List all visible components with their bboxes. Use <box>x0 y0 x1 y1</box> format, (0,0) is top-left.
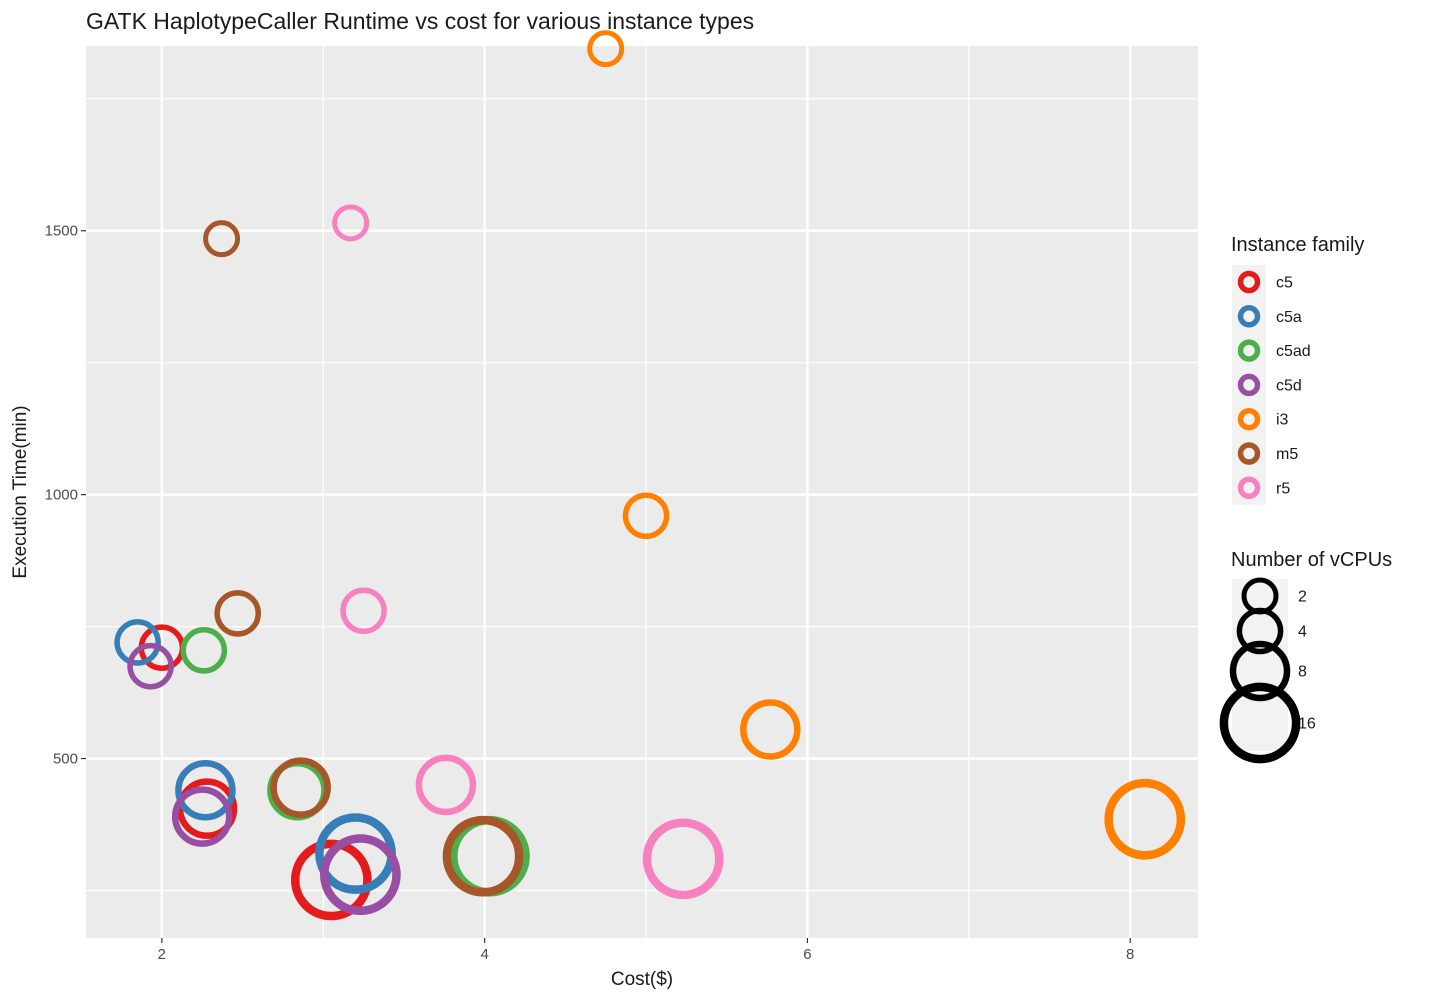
size-legend-bg <box>1232 579 1288 751</box>
legend-key-bg <box>1232 333 1266 368</box>
y-axis-title: Execution Time(min) <box>10 405 31 578</box>
legend-key-i3 <box>1237 407 1261 431</box>
legend-key-bg <box>1232 436 1266 471</box>
legend-key-r5 <box>1237 476 1261 500</box>
data-point-r5 <box>415 754 477 816</box>
plot-panel <box>86 46 1198 938</box>
data-point-c5ad <box>180 627 228 674</box>
data-point-m5 <box>214 590 262 637</box>
size-label-16: 16 <box>1298 716 1316 733</box>
legend-key-bg <box>1232 299 1266 334</box>
data-point-i3 <box>740 699 801 760</box>
data-point-r5 <box>642 818 724 900</box>
legend-key-c5ad <box>1237 339 1261 362</box>
size-legend: Number of vCPUs 2 4 8 16 <box>1219 549 1392 764</box>
color-legend: Instance family c5 c5a c5ad c5d i3 m5 r5 <box>1231 234 1364 505</box>
x-tick-label: 8 <box>1126 946 1134 963</box>
minor-gridlines <box>86 46 1198 938</box>
data-point-c5a <box>175 759 236 821</box>
data-point-c5a <box>114 619 161 666</box>
data-point-c5d <box>320 834 401 916</box>
y-tick-label: 500 <box>53 751 78 768</box>
y-tick-label: 1000 <box>45 487 78 504</box>
x-axis-title: Cost($) <box>611 969 673 990</box>
data-point-r5 <box>340 587 387 635</box>
legend-label-c5a: c5a <box>1276 309 1302 326</box>
y-axis-ticks: 500 1000 1500 <box>45 223 86 768</box>
data-point-m5 <box>203 220 241 258</box>
data-point-i3 <box>587 30 625 68</box>
data-point-m5 <box>442 815 524 897</box>
size-label-4: 4 <box>1298 624 1307 641</box>
size-label-2: 2 <box>1298 589 1307 606</box>
legend-label-r5: r5 <box>1276 480 1290 497</box>
legend-label-c5ad: c5ad <box>1276 343 1311 360</box>
legend-label-c5: c5 <box>1276 275 1293 292</box>
x-axis-ticks: 2 4 6 8 <box>158 938 1134 963</box>
data-point-m5 <box>270 757 331 818</box>
size-label-8: 8 <box>1298 664 1307 681</box>
size-legend-title: Number of vCPUs <box>1231 549 1392 571</box>
legend-key-c5d <box>1237 373 1261 397</box>
size-key-4 <box>1236 607 1284 655</box>
legend-key-bg <box>1232 470 1266 505</box>
y-tick-label: 1500 <box>45 223 78 240</box>
x-tick-label: 6 <box>803 946 811 963</box>
legend-key-bg <box>1232 402 1266 437</box>
legend-key-bg <box>1232 265 1266 299</box>
legend-label-c5d: c5d <box>1276 377 1302 394</box>
data-point-c5d <box>127 642 174 690</box>
data-point-r5 <box>332 204 370 242</box>
color-legend-title: Instance family <box>1231 234 1364 256</box>
x-tick-label: 4 <box>480 946 488 963</box>
size-key-8 <box>1229 640 1291 702</box>
data-point-c5d <box>171 786 233 847</box>
data-points <box>114 30 1186 921</box>
size-key-16 <box>1219 682 1301 764</box>
legend-label-i3: i3 <box>1276 412 1289 429</box>
legend-key-c5 <box>1237 270 1261 294</box>
data-point-c5 <box>176 778 238 839</box>
data-point-i3 <box>622 492 670 540</box>
legend-label-m5: m5 <box>1276 446 1298 463</box>
x-tick-label: 2 <box>158 946 166 963</box>
legend-key-bg <box>1232 367 1266 402</box>
legend-key-c5a <box>1237 305 1261 328</box>
chart-title: GATK HaplotypeCaller Runtime vs cost for… <box>86 8 754 34</box>
legend-key-m5 <box>1237 442 1261 465</box>
data-point-i3 <box>1104 778 1186 860</box>
data-point-c5 <box>290 839 372 921</box>
